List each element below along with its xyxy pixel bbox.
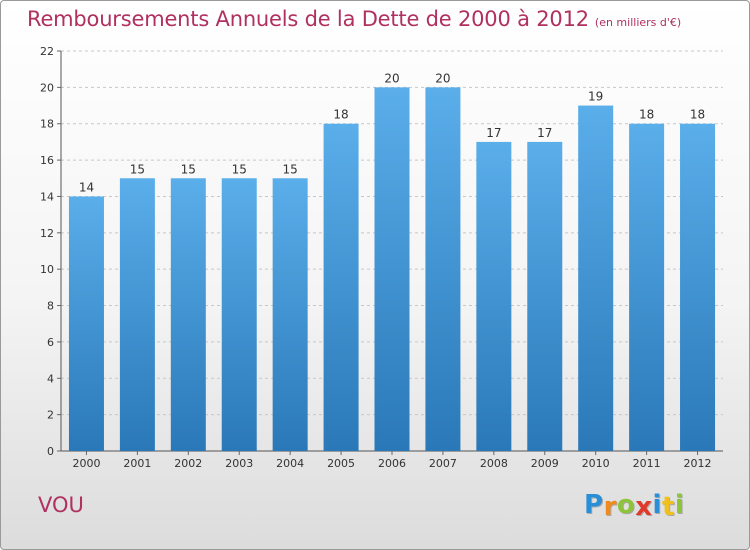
logo-letter: x: [635, 492, 653, 522]
x-tick-label: 2007: [429, 457, 457, 470]
y-tick-label: 6: [47, 336, 54, 349]
data-label: 15: [130, 162, 145, 176]
data-label: 20: [384, 71, 399, 85]
y-tick-label: 12: [40, 227, 54, 240]
chart-subtitle: (en milliers d'€): [594, 16, 682, 29]
logo-letter: i: [674, 490, 685, 520]
y-tick-label: 16: [40, 154, 54, 167]
y-tick-label: 22: [40, 45, 54, 58]
bar: [680, 123, 716, 452]
data-label: 18: [639, 108, 654, 122]
logo-letter: r: [603, 492, 617, 522]
y-tick-label: 14: [40, 190, 54, 203]
x-tick-label: 2002: [174, 457, 202, 470]
bar-layer: [68, 87, 716, 452]
bar: [68, 196, 104, 451]
data-label: 14: [79, 180, 94, 194]
x-tick-label: 2005: [327, 457, 355, 470]
chart-title: Remboursements Annuels de la Dette de 20…: [27, 7, 681, 31]
data-label: 17: [486, 126, 501, 140]
data-label: 15: [232, 162, 247, 176]
bar: [272, 178, 308, 452]
y-tick-label: 2: [47, 409, 54, 422]
y-tick-label: 4: [47, 372, 54, 385]
y-tick-label: 18: [40, 118, 54, 131]
commune-name: VOU: [38, 493, 84, 517]
y-tick-label: 20: [40, 81, 54, 94]
x-tick-label: 2011: [633, 457, 661, 470]
y-tick-label: 10: [40, 263, 54, 276]
data-label: 19: [588, 90, 603, 104]
chart-title-text: Remboursements Annuels de la Dette de 20…: [27, 7, 589, 31]
y-tick-label: 0: [47, 445, 54, 458]
x-tick-label: 2001: [123, 457, 151, 470]
bar: [629, 123, 665, 452]
bar: [221, 178, 257, 452]
logo-letter: t: [661, 492, 675, 522]
logo-letter: i: [652, 490, 662, 520]
x-tick-label: 2008: [480, 457, 508, 470]
bar: [170, 178, 206, 452]
logo-letter: P: [584, 490, 604, 520]
data-label: 20: [435, 71, 450, 85]
x-tick-label: 2006: [378, 457, 406, 470]
bar: [119, 178, 155, 452]
data-label: 15: [181, 162, 196, 176]
x-tick-label: 2004: [276, 457, 304, 470]
x-tick-label: 2009: [531, 457, 559, 470]
y-tick-label: 8: [47, 300, 54, 313]
x-tick-label: 2010: [582, 457, 610, 470]
bar: [374, 87, 410, 451]
x-tick-label: 2000: [72, 457, 100, 470]
bar: [323, 123, 359, 452]
bar: [425, 87, 461, 451]
bar: [527, 141, 563, 451]
data-label: 18: [333, 108, 348, 122]
logo-letter: o: [616, 490, 636, 520]
data-label: 15: [283, 162, 298, 176]
x-tick-label: 2012: [684, 457, 712, 470]
data-label: 18: [690, 108, 705, 122]
x-tick-label: 2003: [225, 457, 253, 470]
label-layer: 14 15 15 15 15 18 20 20 17 17 19 18 18: [79, 71, 705, 194]
bar: [578, 105, 614, 451]
data-label: 17: [537, 126, 552, 140]
proxiti-logo: Proxiti: [584, 490, 685, 522]
bar: [476, 141, 512, 451]
